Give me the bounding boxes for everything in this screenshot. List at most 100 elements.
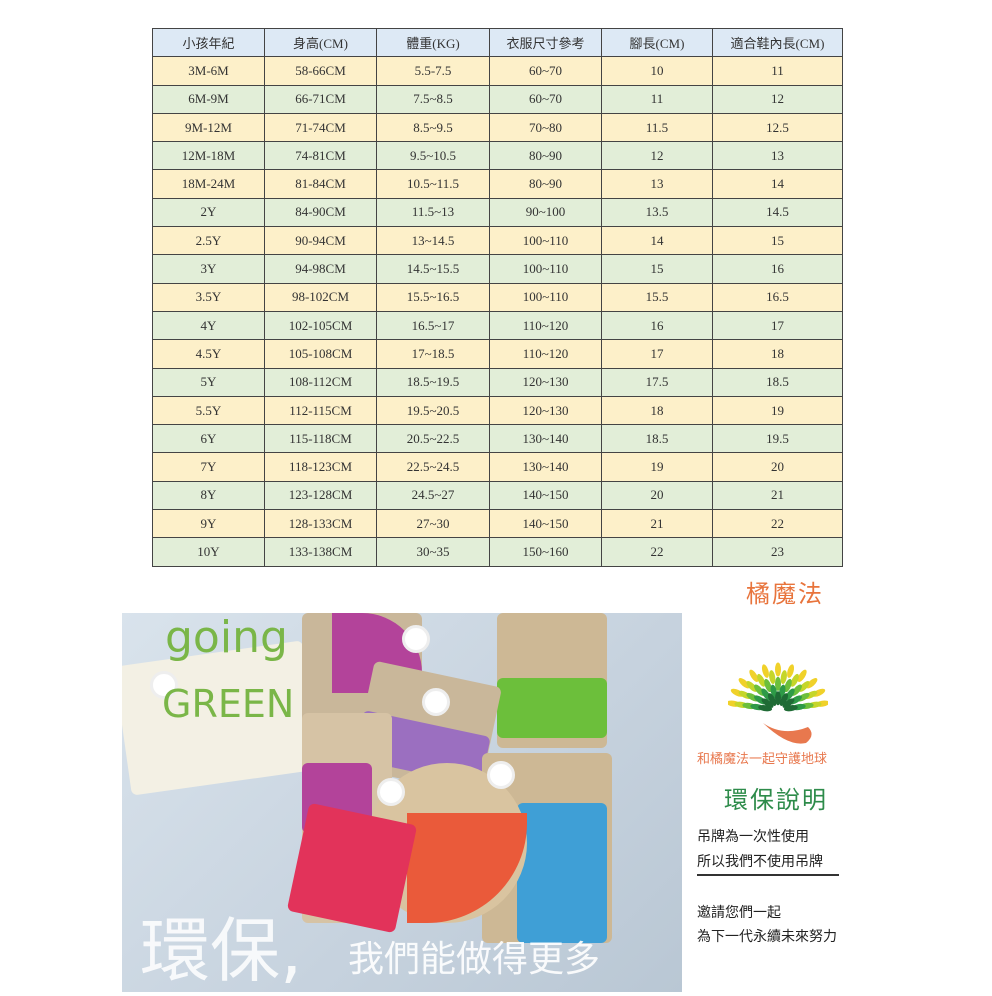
column-header: 衣服尺寸參考 xyxy=(489,27,602,58)
table-cell: 15 xyxy=(712,226,843,256)
table-cell: 15.5~16.5 xyxy=(376,282,490,312)
leaf-icon xyxy=(769,670,776,685)
leaf-icon xyxy=(784,678,792,693)
column-header: 腳長(CM) xyxy=(601,27,713,58)
table-cell: 133-138CM xyxy=(264,537,377,567)
table-row: 5.5Y 112-115CM 19.5~20.5 120~130 18 19 xyxy=(152,395,843,426)
leaf-icon xyxy=(738,678,750,689)
table-cell: 17 xyxy=(601,339,713,369)
table-cell: 120~130 xyxy=(489,367,602,397)
table-cell: 130~140 xyxy=(489,452,602,482)
table-cell: 2.5Y xyxy=(152,226,265,256)
table-header: 小孩年紀 身高(CM) 體重(KG) 衣服尺寸參考 腳長(CM) 適合鞋內長(CM) xyxy=(152,27,843,58)
leaf-icon xyxy=(775,676,781,691)
table-cell: 10.5~11.5 xyxy=(376,169,490,199)
table-cell: 9Y xyxy=(152,509,265,539)
table-cell: 100~110 xyxy=(489,254,602,284)
table-cell: 4.5Y xyxy=(152,339,265,369)
table-cell: 17~18.5 xyxy=(376,339,490,369)
table-cell: 4Y xyxy=(152,310,265,341)
leaf-icon xyxy=(787,664,795,678)
table-cell: 7.5~8.5 xyxy=(376,84,490,114)
promo-photo xyxy=(122,613,682,992)
leaf-icon xyxy=(767,693,777,706)
table-row: 6M-9M 66-71CM 7.5~8.5 60~70 11 12 xyxy=(152,84,843,114)
table-row: 8Y 123-128CM 24.5~27 140~150 20 21 xyxy=(152,480,843,511)
table-cell: 70~80 xyxy=(489,112,602,143)
table-cell: 102-105CM xyxy=(264,310,377,341)
column-header: 體重(KG) xyxy=(376,27,490,58)
table-cell: 3.5Y xyxy=(152,282,265,312)
table-cell: 8Y xyxy=(152,480,265,511)
table-row: 18M-24M 81-84CM 10.5~11.5 80~90 13 14 xyxy=(152,169,843,199)
leaf-icon xyxy=(749,669,759,682)
leaf-icon xyxy=(797,669,807,682)
table-cell: 94-98CM xyxy=(264,254,377,284)
table-cell: 8.5~9.5 xyxy=(376,112,490,143)
table-cell: 15 xyxy=(601,254,713,284)
table-cell: 74-81CM xyxy=(264,141,377,171)
green-text: GREEN xyxy=(162,685,294,723)
table-cell: 14.5~15.5 xyxy=(376,254,490,284)
table-cell: 11 xyxy=(712,56,843,86)
table-cell: 17.5 xyxy=(601,367,713,397)
table-row: 4Y 102-105CM 16.5~17 110~120 16 17 xyxy=(152,310,843,341)
table-cell: 18.5 xyxy=(712,367,843,397)
table-cell: 84-90CM xyxy=(264,197,377,228)
table-row: 5Y 108-112CM 18.5~19.5 120~130 17.5 18.5 xyxy=(152,367,843,397)
table-cell: 12.5 xyxy=(712,112,843,143)
table-cell: 100~110 xyxy=(489,282,602,312)
table-cell: 110~120 xyxy=(489,339,602,369)
table-cell: 100~110 xyxy=(489,226,602,256)
table-cell: 81-84CM xyxy=(264,169,377,199)
table-cell: 5.5-7.5 xyxy=(376,56,490,86)
leaf-icon xyxy=(775,691,781,706)
table-cell: 22 xyxy=(712,509,843,539)
table-cell: 7Y xyxy=(152,452,265,482)
table-cell: 15.5 xyxy=(601,282,713,312)
table-cell: 3Y xyxy=(152,254,265,284)
eco-small-text: 我們能做得更多 xyxy=(348,939,601,980)
note-line-3: 邀請您們一起 xyxy=(697,905,781,921)
table-cell: 150~160 xyxy=(489,537,602,567)
table-cell: 22.5~24.5 xyxy=(376,452,490,482)
table-cell: 12 xyxy=(712,84,843,114)
table-cell: 11 xyxy=(601,84,713,114)
table-cell: 112-115CM xyxy=(264,395,377,426)
table-cell: 16.5~17 xyxy=(376,310,490,341)
table-row: 10Y 133-138CM 30~35 150~160 22 23 xyxy=(152,537,843,567)
column-header: 小孩年紀 xyxy=(152,27,265,58)
table-row: 12M-18M 74-81CM 9.5~10.5 80~90 12 13 xyxy=(152,141,843,171)
table-cell: 140~150 xyxy=(489,480,602,511)
table-cell: 90~100 xyxy=(489,197,602,228)
table-cell: 58-66CM xyxy=(264,56,377,86)
table-cell: 9.5~10.5 xyxy=(376,141,490,171)
table-row: 9M-12M 71-74CM 8.5~9.5 70~80 11.5 12.5 xyxy=(152,112,843,143)
table-row: 2Y 84-90CM 11.5~13 90~100 13.5 14.5 xyxy=(152,197,843,228)
table-cell: 6M-9M xyxy=(152,84,265,114)
table-cell: 18 xyxy=(712,339,843,369)
table-cell: 80~90 xyxy=(489,169,602,199)
table-cell: 120~130 xyxy=(489,395,602,426)
table-cell: 21 xyxy=(601,509,713,539)
leaf-icon xyxy=(761,664,769,678)
table-row: 9Y 128-133CM 27~30 140~150 21 22 xyxy=(152,509,843,539)
table-cell: 128-133CM xyxy=(264,509,377,539)
table-cell: 130~140 xyxy=(489,424,602,454)
leaf-icon xyxy=(791,684,802,696)
table-cell: 18.5 xyxy=(601,424,713,454)
table-cell: 30~35 xyxy=(376,537,490,567)
table-cell: 13 xyxy=(601,169,713,199)
table-cell: 20.5~22.5 xyxy=(376,424,490,454)
table-cell: 98-102CM xyxy=(264,282,377,312)
note-line-1: 吊牌為一次性使用 xyxy=(697,829,809,845)
tree-hand-logo xyxy=(728,662,828,744)
table-row: 4.5Y 105-108CM 17~18.5 110~120 17 18 xyxy=(152,339,843,369)
leaf-icon xyxy=(761,698,774,708)
table-cell: 18.5~19.5 xyxy=(376,367,490,397)
table-row: 3Y 94-98CM 14.5~15.5 100~110 15 16 xyxy=(152,254,843,284)
leaf-icon xyxy=(798,681,810,692)
table-cell: 118-123CM xyxy=(264,452,377,482)
column-header: 適合鞋內長(CM) xyxy=(712,27,843,58)
table-cell: 2Y xyxy=(152,197,265,228)
